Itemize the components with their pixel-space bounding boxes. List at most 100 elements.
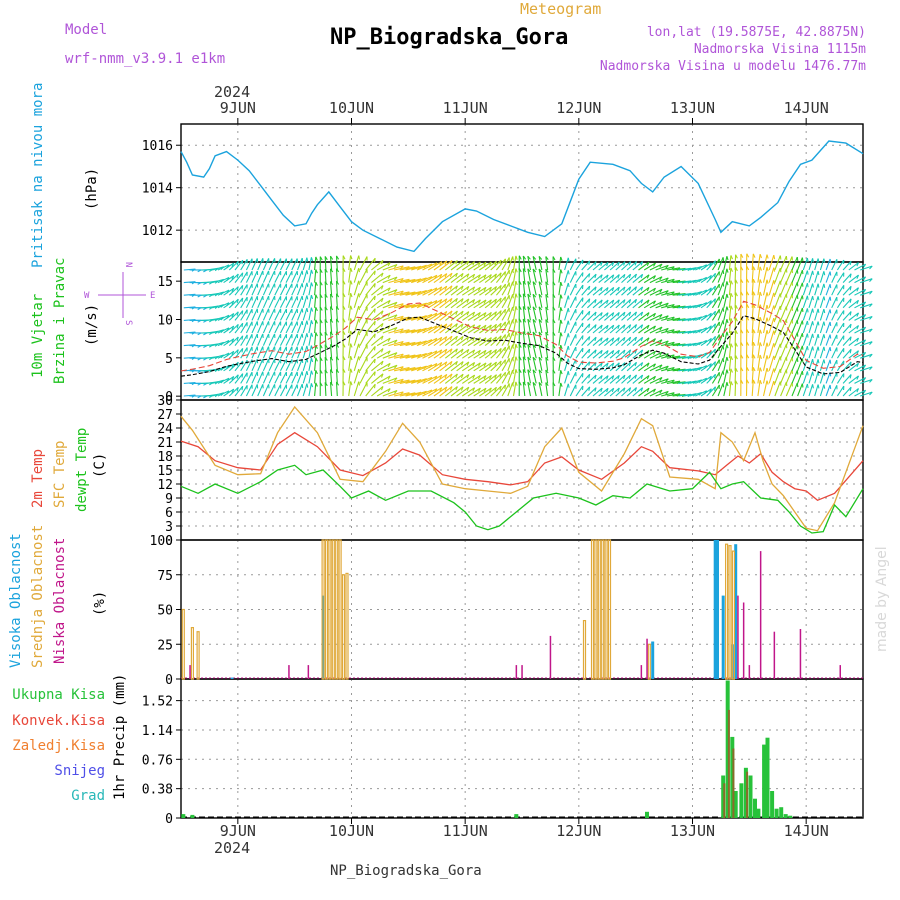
wind-arrowhead (472, 387, 476, 392)
wind-arrow (359, 294, 368, 309)
wind-arrow (621, 324, 631, 334)
wind-arrowhead (869, 353, 873, 358)
wind-arrow (661, 278, 675, 284)
wind-arrowhead (659, 263, 663, 268)
wind-arrowhead (358, 268, 361, 273)
wind-arrow (569, 359, 577, 372)
wind-arrow (819, 258, 825, 271)
wind-arrow (700, 300, 712, 309)
wind-arrow (223, 325, 235, 334)
wind-arrow (532, 331, 537, 346)
wind-arrow (848, 362, 859, 372)
wind-arrow (371, 310, 384, 321)
wind-arrowhead (203, 269, 208, 273)
wind-arrowhead (552, 369, 556, 374)
wind-arrow (522, 255, 526, 271)
wind-arrow (723, 369, 728, 384)
wind-arrow (240, 334, 248, 346)
wind-arrowhead (241, 323, 244, 328)
wind-arrowhead (393, 276, 398, 281)
wind-arrowhead (342, 280, 346, 285)
wind-arrow (842, 260, 852, 271)
wind-arrowhead (306, 270, 309, 275)
wind-arrow (324, 369, 327, 384)
wind-arrowhead (439, 337, 443, 342)
wind-arrowhead (449, 285, 453, 290)
wind-arrow (268, 384, 276, 397)
wind-arrowhead (477, 274, 481, 279)
wind-arrow (717, 282, 724, 296)
wind-arrow (274, 258, 282, 271)
wind-arrowhead (594, 387, 597, 392)
wind-arrowhead (869, 303, 873, 308)
wind-arrow (860, 278, 873, 284)
wind-arrow (359, 268, 368, 283)
wind-arrow (324, 268, 327, 283)
wind-arrowhead (373, 283, 376, 288)
wind-arrow (848, 388, 859, 397)
wind-arrow (581, 373, 591, 384)
wind-arrow (280, 371, 287, 384)
wind-arrow (376, 362, 391, 372)
wind-arrow (285, 333, 293, 346)
wind-arrow (655, 327, 669, 334)
wind-arrow (854, 301, 866, 309)
wind-arrow (626, 261, 637, 271)
wind-arrow (376, 274, 391, 284)
wind-arrow (632, 349, 643, 359)
temperature-ytick-label: 21 (157, 436, 173, 451)
wind-arrow (285, 308, 293, 321)
elevation-text: Nadmorska Visina 1115m (694, 42, 866, 57)
wind-arrowhead (494, 349, 497, 354)
wind-arrow (854, 339, 866, 347)
wind-arrowhead (623, 387, 626, 392)
wind-arrowhead (849, 361, 852, 366)
wind-arrow (626, 324, 637, 334)
wind-arrow (268, 333, 276, 346)
wind-arrow (545, 369, 549, 384)
wind-arrow (592, 324, 603, 334)
wind-arrowhead (203, 282, 208, 285)
wind-arrowhead (653, 376, 656, 381)
wind-arrow (768, 292, 775, 308)
wind-arrow (251, 283, 258, 296)
wind-arrow (371, 259, 384, 271)
wind-arrow (382, 314, 398, 321)
wind-arrowhead (342, 255, 346, 260)
wind-arrow (302, 257, 308, 271)
wind-arrow (860, 391, 873, 397)
wind-arrow (335, 255, 338, 271)
wind-arrowhead (330, 293, 334, 298)
wind-arrow (376, 299, 391, 309)
wind-arrow (661, 392, 675, 397)
wind-ytick-label: 0 (165, 390, 173, 405)
wind-arrowhead (829, 258, 832, 263)
wind-arrow (604, 274, 615, 284)
wind-arrowhead (659, 301, 663, 306)
wind-arrow (604, 312, 615, 321)
wind-arrow (223, 313, 235, 321)
wind-arrow (324, 344, 327, 359)
wind-arrow (507, 268, 514, 283)
wind-arrowhead (515, 381, 518, 386)
wind-arrowhead (752, 341, 756, 347)
temperature-ytick-label: 0 (165, 534, 173, 549)
wind-arrowhead (472, 261, 476, 266)
wind-arrow (587, 299, 597, 309)
wind-arrow (774, 381, 781, 397)
wind-arrow (643, 312, 656, 321)
wind-arrowhead (659, 288, 663, 293)
wind-arrowhead (545, 382, 549, 387)
mid-cloud-bar (321, 539, 325, 680)
wind-arrowhead (203, 395, 208, 399)
wind-arrow (479, 311, 492, 321)
wind-arrowhead (812, 333, 814, 339)
wind-arrow (814, 296, 819, 308)
wind-arrowhead (336, 306, 340, 310)
wind-arrowhead (522, 369, 527, 374)
wind-arrowhead (380, 323, 384, 328)
wind-arrow (329, 331, 333, 346)
temp-ylabel-sfc: SFC Temp (52, 441, 68, 508)
wind-arrowhead (606, 274, 609, 279)
wind-arrow (365, 283, 376, 296)
